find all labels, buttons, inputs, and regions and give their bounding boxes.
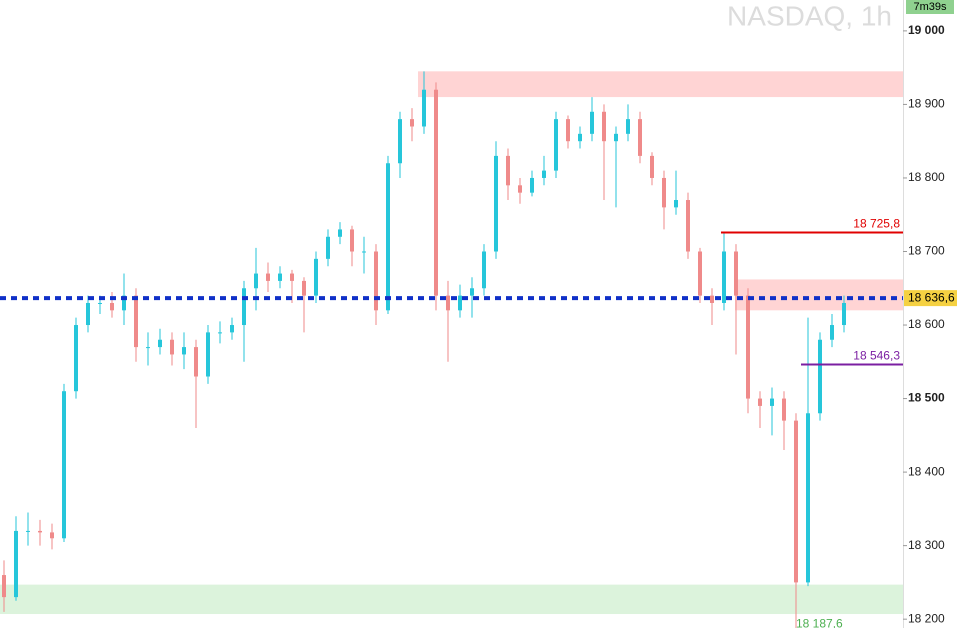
chart-title: NASDAQ, 1h xyxy=(727,0,892,31)
y-tick-label: 19 000 xyxy=(908,23,945,37)
body xyxy=(410,119,414,127)
body xyxy=(758,398,762,406)
body xyxy=(182,347,186,355)
body xyxy=(578,133,582,142)
body xyxy=(386,163,390,311)
body xyxy=(98,302,102,304)
body xyxy=(2,575,6,598)
body xyxy=(530,177,534,193)
body xyxy=(518,185,522,193)
level-label: 18 546,3 xyxy=(853,349,900,363)
body xyxy=(374,251,378,311)
body xyxy=(686,200,690,252)
body xyxy=(134,295,138,348)
y-tick-label: 18 500 xyxy=(908,391,945,405)
body xyxy=(62,391,66,539)
body xyxy=(50,532,54,539)
timer: 7m39s xyxy=(913,1,947,13)
body xyxy=(122,295,126,311)
body xyxy=(314,258,318,296)
y-tick-label: 18 800 xyxy=(908,170,945,184)
body xyxy=(434,89,438,296)
body xyxy=(362,251,366,253)
body xyxy=(290,273,294,281)
body xyxy=(650,155,654,178)
body xyxy=(422,89,426,127)
body xyxy=(278,273,282,281)
body xyxy=(338,229,342,237)
body xyxy=(86,302,90,326)
body xyxy=(614,133,618,142)
body xyxy=(674,200,678,208)
body xyxy=(722,251,726,303)
body xyxy=(830,325,834,340)
body xyxy=(710,295,714,303)
body xyxy=(14,530,18,598)
body xyxy=(494,155,498,252)
body xyxy=(638,119,642,156)
body xyxy=(158,339,162,348)
body xyxy=(602,111,606,142)
zone xyxy=(735,279,903,311)
body xyxy=(806,413,810,583)
y-tick-label: 18 200 xyxy=(908,611,945,625)
body xyxy=(266,273,270,281)
body xyxy=(590,111,594,134)
body xyxy=(206,332,210,377)
body xyxy=(218,332,222,334)
y-tick-label: 18 900 xyxy=(908,97,945,111)
current-price-box xyxy=(904,290,957,307)
body xyxy=(302,280,306,296)
body xyxy=(782,398,786,421)
y-tick-label: 18 700 xyxy=(908,244,945,258)
body xyxy=(110,302,114,311)
body xyxy=(326,236,330,259)
body xyxy=(626,119,630,134)
y-tick-label: 18 600 xyxy=(908,317,945,331)
body xyxy=(794,420,798,583)
body xyxy=(662,177,666,208)
level-label: 18 725,8 xyxy=(853,217,900,231)
body xyxy=(350,229,354,252)
body xyxy=(398,119,402,164)
body xyxy=(470,288,474,296)
current-price-label: 18 636,6 xyxy=(908,290,955,304)
y-tick-label: 18 300 xyxy=(908,538,945,552)
body xyxy=(170,339,174,355)
body xyxy=(38,530,42,533)
body xyxy=(698,251,702,296)
body xyxy=(146,347,150,349)
body xyxy=(842,302,846,326)
zone xyxy=(0,584,903,615)
body xyxy=(542,170,546,178)
body xyxy=(194,347,198,377)
body xyxy=(242,288,246,326)
body xyxy=(446,295,450,311)
body xyxy=(734,251,738,296)
body xyxy=(818,339,822,414)
body xyxy=(506,155,510,186)
body xyxy=(458,295,462,311)
body xyxy=(74,325,78,392)
body xyxy=(230,325,234,333)
timer-box xyxy=(906,0,954,14)
zone xyxy=(418,71,903,98)
body xyxy=(26,530,30,532)
body xyxy=(746,295,750,399)
body xyxy=(254,273,258,289)
body xyxy=(482,251,486,289)
y-tick-label: 18 400 xyxy=(908,464,945,478)
body xyxy=(770,398,774,406)
body xyxy=(554,119,558,171)
low-label: 18 187,6 xyxy=(796,616,843,628)
body xyxy=(566,119,570,142)
